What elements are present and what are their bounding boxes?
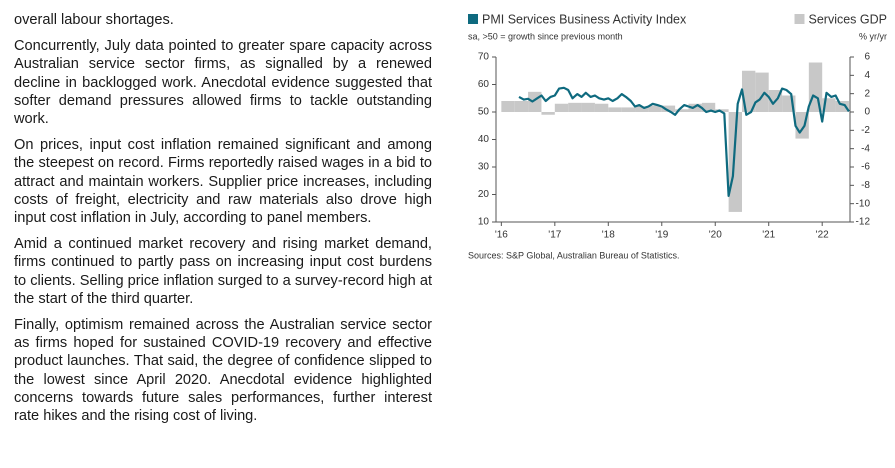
y2-tick-label: 2 bbox=[864, 88, 870, 99]
y-tick-label: 70 bbox=[478, 52, 490, 63]
y2-tick-label: 4 bbox=[864, 70, 870, 81]
x-tick-label: '19 bbox=[655, 230, 668, 241]
legend-swatch bbox=[794, 14, 805, 24]
bar bbox=[661, 105, 676, 112]
bar bbox=[514, 101, 529, 112]
y2-tick-label: -2 bbox=[861, 125, 870, 136]
source: Sources: S&P Global, Australian Bureau o… bbox=[468, 250, 679, 260]
y2-tick-label: -6 bbox=[861, 162, 870, 173]
bar bbox=[715, 109, 729, 112]
y2-tick-label: -4 bbox=[861, 143, 870, 154]
bar bbox=[621, 107, 636, 112]
bar bbox=[701, 102, 716, 112]
paragraph: Concurrently, July data pointed to great… bbox=[14, 38, 432, 128]
x-tick-label: '22 bbox=[816, 230, 829, 241]
bar bbox=[741, 70, 756, 112]
y-tick-label: 60 bbox=[478, 79, 490, 90]
paragraph: overall labour shortages. bbox=[14, 12, 174, 28]
bar bbox=[541, 112, 555, 115]
y2-tick-label: 6 bbox=[864, 52, 870, 63]
bar bbox=[608, 107, 622, 112]
bar bbox=[728, 112, 742, 212]
legend-label: PMI Services Business Activity Index bbox=[482, 12, 687, 26]
x-tick-label: '17 bbox=[548, 230, 561, 241]
paragraph: On prices, input cost inflation remained… bbox=[14, 137, 432, 227]
bar bbox=[755, 72, 769, 112]
bar bbox=[594, 103, 609, 112]
chart-subtitle: sa, >50 = growth since previous month bbox=[468, 31, 623, 41]
article-text: overall labour shortages. Concurrently, J… bbox=[14, 11, 432, 433]
y2-axis-label: % yr/yr bbox=[859, 31, 887, 41]
line bbox=[518, 86, 850, 197]
bar bbox=[568, 102, 582, 112]
bar bbox=[581, 102, 595, 112]
bar bbox=[808, 62, 823, 112]
bar bbox=[835, 101, 849, 112]
bar bbox=[501, 101, 515, 112]
y2-tick-label: -12 bbox=[856, 217, 871, 228]
y-tick-label: 30 bbox=[478, 162, 490, 173]
bar bbox=[528, 91, 542, 112]
x-tick-label: '18 bbox=[602, 230, 615, 241]
bar bbox=[688, 103, 702, 112]
y-tick-label: 50 bbox=[478, 107, 490, 118]
y2-tick-label: -10 bbox=[856, 198, 871, 209]
y2-tick-label: -8 bbox=[861, 180, 870, 191]
y-tick-label: 10 bbox=[478, 217, 490, 228]
legend-swatch bbox=[468, 14, 478, 24]
bar bbox=[635, 106, 649, 112]
y2-tick-label: 0 bbox=[864, 107, 870, 118]
x-tick-label: '16 bbox=[495, 230, 508, 241]
y-tick-label: 20 bbox=[478, 189, 490, 200]
bar bbox=[675, 109, 689, 112]
paragraph: Amid a continued market recovery and ris… bbox=[14, 236, 432, 307]
bar bbox=[648, 105, 662, 112]
chart: PMI Services Business Activity Index Serv… bbox=[468, 12, 888, 260]
y-tick-label: 40 bbox=[478, 134, 490, 145]
x-tick-label: '20 bbox=[709, 230, 722, 241]
bar bbox=[554, 103, 569, 112]
x-tick-label: '21 bbox=[762, 230, 775, 241]
paragraph: Finally, optimism remained across the Au… bbox=[14, 317, 432, 425]
legend-label: Services GDP bbox=[809, 12, 888, 26]
